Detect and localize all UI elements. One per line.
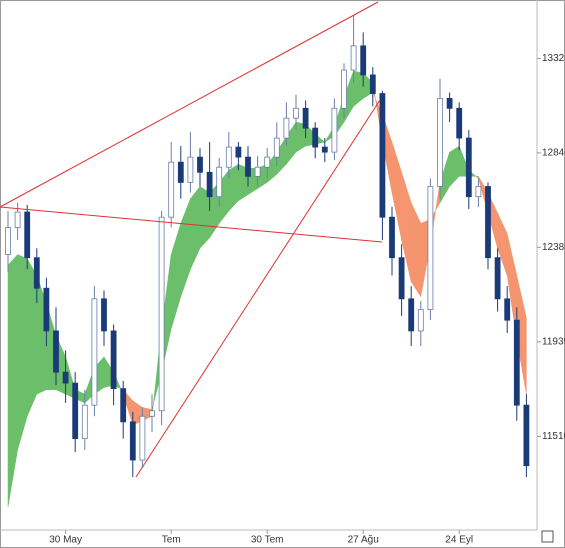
- candle-body: [408, 298, 415, 332]
- candle-body: [62, 371, 69, 384]
- candle-body: [446, 98, 453, 109]
- candle-body: [321, 146, 328, 153]
- candle-body: [331, 107, 338, 153]
- candle-body: [312, 127, 319, 148]
- candle-body: [72, 382, 79, 440]
- candle-body: [465, 137, 472, 198]
- candle-body: [225, 146, 232, 168]
- candle-body: [129, 421, 136, 461]
- candle-body: [110, 330, 117, 390]
- candle-body: [369, 74, 376, 94]
- candle-body: [5, 227, 11, 255]
- x-tick-label: 27 Ağu: [348, 535, 379, 546]
- candle-body: [427, 186, 434, 310]
- candle-body: [187, 156, 194, 183]
- candle-body: [485, 186, 491, 259]
- candle-body: [216, 166, 223, 198]
- y-tick-label: 12385.: [542, 242, 565, 253]
- x-tick-label: 24 Eyl: [445, 535, 473, 546]
- candle-body: [456, 107, 463, 139]
- candle-body: [197, 156, 203, 173]
- candle-body: [245, 156, 251, 177]
- candle-body: [139, 415, 146, 461]
- candle-body: [513, 319, 520, 406]
- candle-body: [273, 137, 280, 158]
- candle-body: [504, 298, 511, 321]
- candle-body: [417, 309, 424, 332]
- candle-body: [206, 171, 213, 198]
- candle-body: [360, 45, 367, 76]
- candle-body: [293, 107, 299, 119]
- candle-body: [494, 257, 501, 300]
- trend-line: [0, 206, 383, 243]
- candle-body: [14, 211, 21, 228]
- candle-body: [149, 410, 155, 417]
- candle-body: [120, 388, 127, 423]
- settings-icon[interactable]: [541, 530, 554, 543]
- candle-body: [177, 161, 184, 183]
- candle-body: [168, 161, 175, 218]
- candle-body: [101, 298, 107, 332]
- candle-body: [302, 107, 309, 129]
- trend-line: [0, 1, 379, 208]
- candle-body: [379, 93, 386, 218]
- candle-body: [81, 404, 88, 440]
- candle-body: [53, 330, 59, 373]
- candle-body: [24, 211, 31, 259]
- candle-body: [398, 257, 405, 300]
- band-segment: [17, 254, 28, 450]
- y-tick-label: 13325.: [542, 53, 565, 64]
- candle-body: [43, 287, 50, 332]
- x-tick-label: Tem: [162, 535, 181, 546]
- plot-area: [5, 15, 530, 507]
- candle-body: [235, 146, 242, 158]
- band-segment: [516, 275, 527, 395]
- candle-body: [33, 257, 40, 289]
- candle-body: [264, 156, 271, 168]
- candle-body: [350, 45, 357, 71]
- y-tick-label: 12846.: [542, 148, 565, 159]
- x-tick-label: 30 May: [49, 535, 82, 546]
- candle-body: [254, 166, 261, 177]
- candle-body: [283, 117, 290, 139]
- candle-body: [389, 216, 395, 259]
- candle-body: [437, 98, 443, 187]
- candle-body: [158, 216, 165, 412]
- candle-body: [475, 186, 482, 198]
- x-tick-label: 30 Tem: [251, 535, 284, 546]
- y-tick-label: 11510.: [542, 431, 565, 442]
- trend-line: [135, 99, 381, 478]
- y-tick-label: 11939.: [542, 337, 565, 348]
- candle-body: [523, 404, 530, 467]
- candle-body: [91, 298, 98, 406]
- candle-body: [341, 69, 347, 109]
